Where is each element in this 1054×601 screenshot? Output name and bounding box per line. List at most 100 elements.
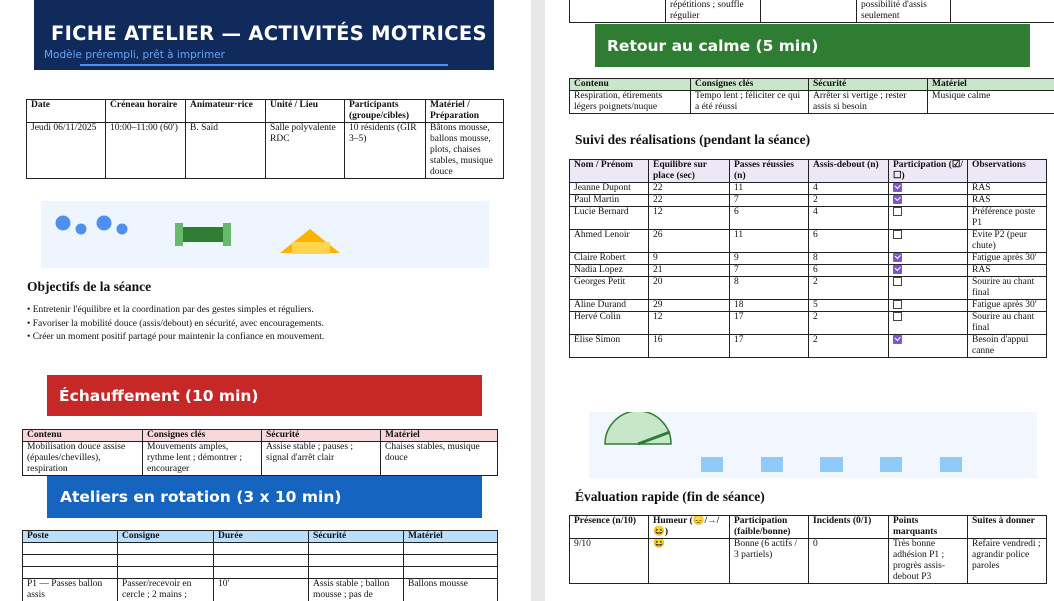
cell-passes: 6 — [729, 206, 809, 230]
column-header: Matériel / Préparation — [425, 99, 504, 123]
objectives-heading: Objectifs de la séance — [27, 279, 152, 294]
table-cell: 10 résidents (GIR 3–5) — [344, 122, 426, 179]
participation-checkbox[interactable] — [893, 335, 902, 345]
squares-icon — [701, 457, 962, 472]
cell-passes: 9 — [729, 252, 809, 265]
cell-observations: Fatigue après 30′ — [967, 252, 1047, 265]
table-cell: possibilité d'assis seulement — [856, 0, 951, 23]
cell-sitstand: 4 — [808, 182, 889, 195]
participation-checkbox[interactable] — [893, 207, 902, 217]
objective-item: • Entretenir l'équilibre et la coordinat… — [27, 305, 314, 315]
column-header: Créneau horaire — [105, 99, 186, 123]
cell-passes: 11 — [729, 182, 809, 195]
header-row: Contenu Consignes clés Sécurité Matériel — [569, 78, 1054, 91]
cell-passes: 17 — [729, 311, 809, 335]
cell-name: Élise Simon — [569, 334, 649, 358]
cell-name: Nadia Lopez — [569, 264, 649, 277]
cell-observations: Fatigue après 30′ — [967, 299, 1047, 312]
cell-observations: RAS — [967, 194, 1047, 207]
cell-sitstand: 2 — [808, 276, 889, 300]
table-cell — [403, 542, 498, 555]
cell-observations: Sourire au chant final — [967, 311, 1047, 335]
cell-name: Georges Petit — [569, 276, 649, 300]
cell-passes: 11 — [729, 229, 809, 253]
column-header: Durée — [213, 530, 309, 543]
cooldown-title: Retour au calme (5 min) — [607, 36, 819, 55]
workshops-table-continued: répétitions ; souffle régulier possibilit… — [569, 0, 1054, 23]
participation-checkbox[interactable] — [893, 230, 902, 240]
table-cell: Passer/recevoir en cercle ; 2 mains ; — [117, 578, 214, 601]
cell-sitstand: 6 — [808, 229, 889, 253]
participation-checkbox[interactable] — [893, 183, 902, 193]
title-underline — [80, 64, 448, 66]
column-header: Poste — [22, 530, 118, 543]
column-header: Participants (groupe/cibles) — [344, 99, 426, 123]
workshops-banner: Ateliers en rotation (3 x 10 min) — [47, 476, 482, 518]
cell-observations: RAS — [967, 264, 1047, 277]
column-header: Incidents (0/1) — [808, 515, 889, 539]
gauge-icon — [604, 412, 672, 446]
cell-balance: 16 — [648, 334, 730, 358]
cell-participation — [888, 276, 968, 300]
cell-balance: 22 — [648, 194, 730, 207]
participation-checkbox[interactable] — [893, 265, 902, 275]
cell-balance: 26 — [648, 229, 730, 253]
table-cell — [403, 554, 498, 567]
cooldown-banner: Retour au calme (5 min) — [595, 24, 1030, 67]
participation-checkbox[interactable] — [893, 300, 902, 310]
table-cell — [213, 566, 309, 579]
page-title: FICHE ATELIER — ACTIVITÉS MOTRICES — [51, 22, 487, 45]
participation-checkbox[interactable] — [893, 253, 902, 263]
table-cell — [117, 554, 214, 567]
header-row: Contenu Consignes clés Sécurité Matériel — [22, 429, 498, 442]
participation-checkbox[interactable] — [893, 195, 902, 205]
column-header: Présence (n/10) — [569, 515, 649, 539]
table-cell — [22, 554, 118, 567]
table-cell — [117, 566, 214, 579]
objective-text: Entretenir l'équilibre et la coordinatio… — [32, 305, 314, 315]
participation-checkbox[interactable] — [893, 312, 902, 322]
column-header: Sécurité — [261, 429, 381, 442]
table-cell — [308, 566, 404, 579]
table-cell — [308, 554, 404, 567]
cell-participation — [888, 299, 968, 312]
column-header: Unité / Lieu — [265, 99, 345, 123]
column-header: Passes réussies (n) — [729, 159, 809, 183]
cell-name: Hervé Colin — [569, 311, 649, 335]
column-header: Nom / Prénom — [569, 159, 649, 183]
table-cell — [22, 542, 118, 555]
session-info-table: Date Créneau horaire Animateur·rice Unité /… — [26, 99, 504, 179]
title-banner: FICHE ATELIER — ACTIVITÉS MOTRICES Modèl… — [34, 0, 494, 70]
cell-observations: Sourire au chant final — [967, 276, 1047, 300]
column-header: Matériel — [403, 530, 498, 543]
objective-item: • Créer un moment positif partagé pour m… — [27, 332, 325, 342]
evaluation-heading: Évaluation rapide (fin de séance) — [575, 489, 765, 504]
column-header: Assis-debout (n) — [808, 159, 889, 183]
table-cell — [22, 566, 118, 579]
cell-sitstand: 5 — [808, 299, 889, 312]
table-cell — [308, 542, 404, 555]
objective-text: Favoriser la mobilité douce (assis/debou… — [32, 318, 324, 329]
participation-checkbox[interactable] — [893, 277, 902, 287]
table-row: 9/10 😆 Bonne (6 actifs / 3 partiels) 0 Très … — [569, 538, 1047, 584]
cell-participation — [888, 229, 968, 253]
evaluation-table: Présence (n/10) Humeur (😞/→/😆) Participati… — [569, 515, 1047, 584]
column-header: Matériel — [927, 78, 1054, 91]
page-2: répétitions ; souffle régulier possibilit… — [545, 0, 1054, 601]
illustration-panel — [41, 201, 489, 268]
cell-observations: Préférence poste P1 — [967, 206, 1047, 230]
cell-name: Claire Robert — [569, 252, 649, 265]
objective-item: • Favoriser la mobilité douce (assis/deb… — [27, 318, 324, 329]
table-cell: Refaire vendredi ; agrandir police parol… — [967, 538, 1047, 584]
cell-participation — [888, 252, 968, 265]
table-cell: Chaises stables, musique douce — [380, 441, 498, 476]
column-header: Participation (☑/☐) — [888, 159, 968, 183]
column-header: Équilibre sur place (sec) — [648, 159, 730, 183]
column-header: Sécurité — [308, 530, 404, 543]
cell-participation — [888, 182, 968, 195]
cell-participation — [888, 194, 968, 207]
page-subtitle: Modèle prérempli, prêt à imprimer — [44, 49, 225, 61]
step-arrow-icon — [280, 229, 340, 254]
column-header: Contenu — [569, 78, 691, 91]
table-cell: Assise stable ; pauses ; signal d'arrêt … — [261, 441, 381, 476]
